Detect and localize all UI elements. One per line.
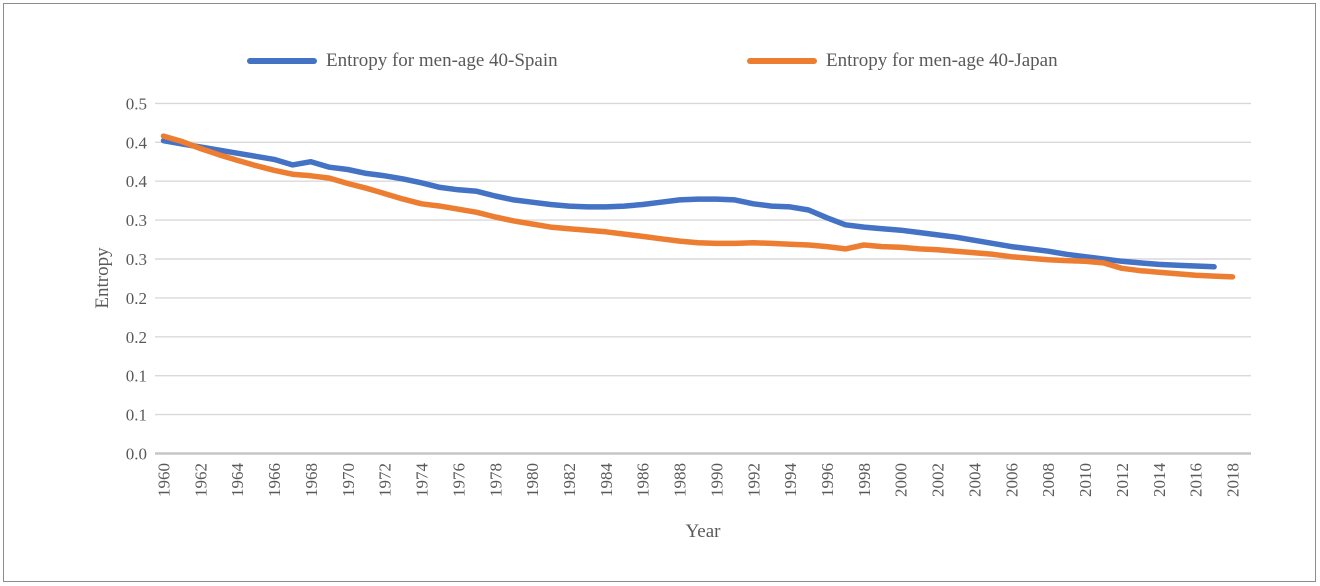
x-axis-title: Year xyxy=(685,521,721,542)
japan-line-swatch xyxy=(747,58,817,64)
y-tick-label: 0.1 xyxy=(126,367,147,386)
x-tick-label: 2010 xyxy=(1076,463,1095,497)
y-tick-label: 0.4 xyxy=(126,133,148,152)
legend-label-japan: Entropy for men-age 40-Japan xyxy=(826,50,1058,71)
gridlines xyxy=(155,102,1251,455)
x-tick-label: 1996 xyxy=(818,463,837,497)
y-tick-label: 0.2 xyxy=(126,328,147,347)
x-tick-label: 2008 xyxy=(1039,463,1058,497)
x-tick-label: 1988 xyxy=(671,463,690,497)
legend-item-spain: Entropy for men-age 40-Spain xyxy=(247,50,558,72)
x-tick-label: 2004 xyxy=(965,463,984,498)
y-tick-label: 0.1 xyxy=(126,406,147,425)
x-tick-label: 1998 xyxy=(855,463,874,497)
y-axis-tick-labels: 0.5 0.4 0.4 0.3 0.3 0.2 0.2 0.1 0.1 0.0 xyxy=(126,94,148,463)
x-tick-label: 1986 xyxy=(634,463,653,497)
x-tick-label: 1984 xyxy=(597,463,616,498)
x-tick-label: 1964 xyxy=(228,463,247,498)
x-tick-label: 1980 xyxy=(523,463,542,497)
x-tick-label: 1966 xyxy=(265,463,284,497)
legend-label-spain: Entropy for men-age 40-Spain xyxy=(326,50,558,71)
x-tick-label: 1994 xyxy=(781,463,800,498)
x-tick-label: 2018 xyxy=(1223,463,1242,497)
x-tick-label: 1982 xyxy=(560,463,579,497)
y-tick-label: 0.3 xyxy=(126,211,147,230)
series-line-japan xyxy=(160,133,1236,280)
x-tick-label: 1960 xyxy=(155,463,174,497)
x-tick-label: 1978 xyxy=(486,463,505,497)
x-tick-label: 1976 xyxy=(449,463,468,497)
spain-line-swatch xyxy=(247,58,317,64)
x-tick-label: 2012 xyxy=(1113,463,1132,497)
x-tick-label: 1990 xyxy=(707,463,726,497)
x-tick-label: 2002 xyxy=(929,463,948,497)
x-tick-label: 1962 xyxy=(191,463,210,497)
y-tick-label: 0.0 xyxy=(126,445,147,464)
series-line-spain xyxy=(160,137,1217,270)
y-axis-title: Entropy xyxy=(92,247,113,309)
x-tick-label: 1974 xyxy=(413,463,432,498)
legend-item-japan: Entropy for men-age 40-Japan xyxy=(747,50,1058,72)
y-tick-label: 0.2 xyxy=(126,289,147,308)
x-tick-label: 1972 xyxy=(376,463,395,497)
y-tick-label: 0.5 xyxy=(126,94,147,113)
x-axis-tick-labels: 1960 1962 1964 1966 1968 1970 1972 1974 1976 1978… xyxy=(155,463,1243,498)
x-tick-label: 2000 xyxy=(892,463,911,497)
x-tick-label: 2006 xyxy=(1002,463,1021,497)
x-tick-label: 1968 xyxy=(302,463,321,497)
y-tick-label: 0.4 xyxy=(126,172,148,191)
x-tick-label: 2014 xyxy=(1150,463,1169,498)
x-tick-label: 1970 xyxy=(339,463,358,497)
x-tick-label: 2016 xyxy=(1187,463,1206,497)
y-tick-label: 0.3 xyxy=(126,250,147,269)
x-tick-label: 1992 xyxy=(744,463,763,497)
